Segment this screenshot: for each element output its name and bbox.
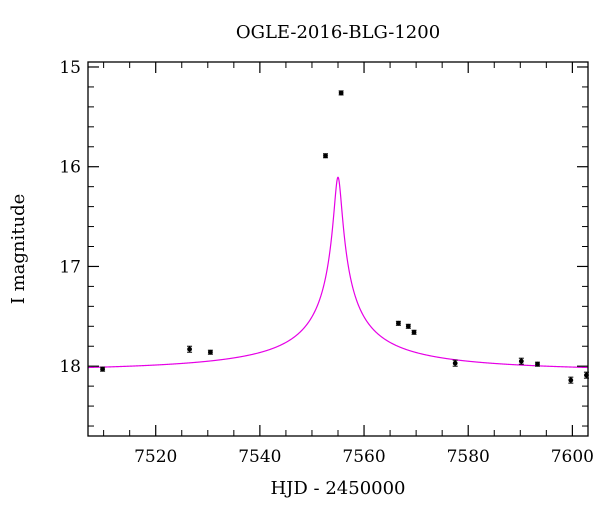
data-point	[338, 90, 344, 96]
data-point	[411, 329, 417, 335]
x-tick-label: 7540	[238, 447, 281, 467]
chart-title: OGLE-2016-BLG-1200	[236, 22, 440, 43]
x-tick-label: 7520	[134, 447, 177, 467]
data-point	[568, 376, 574, 384]
point-marker	[207, 349, 213, 355]
x-axis-label: HJD - 2450000	[270, 478, 405, 499]
data-point	[518, 357, 524, 365]
y-tick-label: 16	[59, 158, 81, 178]
model-curve-line	[88, 176, 588, 369]
y-axis-label: I magnitude	[8, 194, 29, 305]
plot-frame	[87, 61, 589, 437]
y-tick-label: 15	[59, 58, 81, 78]
axis-ticks-layer	[88, 62, 588, 436]
point-marker	[518, 358, 524, 364]
point-marker	[396, 320, 401, 326]
data-point	[534, 361, 540, 367]
point-marker	[411, 329, 417, 335]
x-tick-labels: 7520 7540 7560 7580 7600	[134, 447, 594, 467]
data-point	[207, 349, 213, 355]
x-tick-label: 7560	[342, 447, 385, 467]
point-marker	[405, 323, 411, 329]
data-point	[395, 320, 401, 326]
y-tick-label: 18	[59, 357, 81, 377]
data-points-layer	[100, 90, 589, 384]
y-tick-labels: 15 16 17 18	[59, 58, 81, 377]
point-marker	[452, 360, 458, 366]
data-point	[100, 366, 106, 372]
point-marker	[100, 366, 105, 372]
data-point	[323, 153, 328, 159]
point-marker	[323, 153, 328, 159]
point-marker	[535, 361, 540, 367]
model-curve-layer	[88, 176, 588, 369]
x-tick-label: 7580	[447, 447, 490, 467]
data-point	[452, 359, 458, 367]
point-marker	[568, 377, 574, 383]
x-tick-label: 7600	[551, 447, 594, 467]
data-point	[187, 345, 193, 353]
data-point	[405, 323, 411, 329]
point-marker	[187, 346, 192, 352]
y-tick-label: 17	[59, 257, 81, 277]
point-marker	[338, 90, 344, 96]
